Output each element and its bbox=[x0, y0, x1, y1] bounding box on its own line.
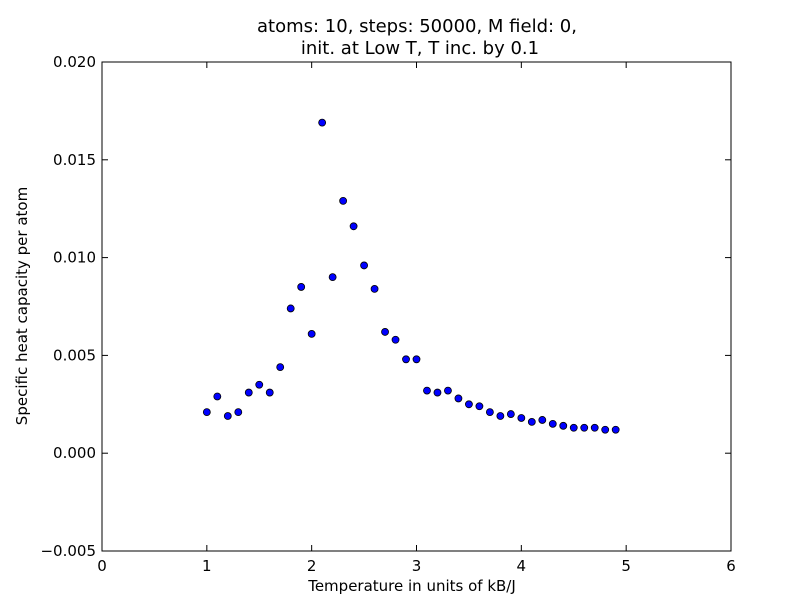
data-point bbox=[318, 118, 327, 127]
data-point bbox=[433, 388, 442, 397]
data-point bbox=[349, 222, 358, 231]
y-tick-label: 0.010 bbox=[53, 249, 96, 267]
data-point bbox=[255, 380, 264, 389]
x-tick-label: 6 bbox=[726, 557, 736, 575]
data-point bbox=[391, 335, 400, 344]
data-point bbox=[360, 261, 368, 270]
data-point bbox=[475, 402, 484, 411]
x-tick-label: 3 bbox=[412, 557, 422, 575]
data-point bbox=[485, 408, 494, 417]
x-tick-label: 1 bbox=[202, 557, 212, 575]
x-tick-label: 5 bbox=[621, 557, 631, 575]
data-point bbox=[569, 423, 578, 432]
y-axis-label: Specific heat capacity per atom bbox=[13, 187, 31, 425]
data-point bbox=[412, 355, 421, 364]
data-point bbox=[402, 355, 410, 364]
y-tick-label: 0.020 bbox=[53, 53, 96, 71]
data-point bbox=[423, 386, 431, 395]
data-point bbox=[506, 410, 515, 418]
y-tick-label: 0.015 bbox=[53, 151, 96, 169]
plot-area-frame bbox=[101, 61, 732, 552]
data-point bbox=[580, 423, 589, 432]
data-points bbox=[202, 118, 620, 434]
data-point bbox=[234, 408, 243, 417]
data-point bbox=[213, 392, 222, 401]
data-point bbox=[454, 394, 463, 403]
y-tick-label: −0.005 bbox=[40, 542, 96, 560]
data-point bbox=[496, 412, 505, 420]
y-tick-label: 0.000 bbox=[53, 444, 96, 462]
data-point bbox=[601, 425, 610, 434]
x-axis-label: Temperature in units of kB/J bbox=[307, 577, 516, 595]
data-point bbox=[339, 196, 348, 205]
y-tick-label: 0.005 bbox=[53, 346, 96, 364]
data-point bbox=[265, 388, 274, 397]
data-point bbox=[465, 400, 473, 409]
data-point bbox=[244, 388, 253, 397]
data-point bbox=[297, 283, 306, 291]
chart-title: atoms: 10, steps: 50000, M field: 0, bbox=[257, 16, 577, 37]
data-point bbox=[559, 421, 568, 430]
data-point bbox=[538, 416, 547, 424]
data-point bbox=[370, 284, 379, 293]
data-point bbox=[223, 412, 232, 420]
data-point bbox=[202, 408, 211, 417]
data-point bbox=[286, 304, 295, 313]
x-tick-label: 2 bbox=[307, 557, 317, 575]
axis-tick-labels: 0 1 2 3 4 5 6 −0.005 0.000 0.005 0.010 0.015 0.020 bbox=[40, 53, 735, 575]
data-point bbox=[307, 329, 316, 338]
data-point bbox=[328, 273, 337, 282]
chart-subtitle: init. at Low T, T inc. by 0.1 bbox=[301, 38, 539, 59]
x-tick-label: 4 bbox=[517, 557, 527, 575]
data-point bbox=[444, 386, 452, 395]
data-point bbox=[590, 423, 599, 432]
data-point bbox=[381, 328, 389, 336]
data-point bbox=[276, 363, 285, 372]
data-point bbox=[548, 419, 557, 428]
data-point bbox=[611, 425, 620, 434]
x-tick-label: 0 bbox=[97, 557, 107, 575]
data-point bbox=[527, 418, 536, 426]
data-point bbox=[517, 414, 526, 422]
